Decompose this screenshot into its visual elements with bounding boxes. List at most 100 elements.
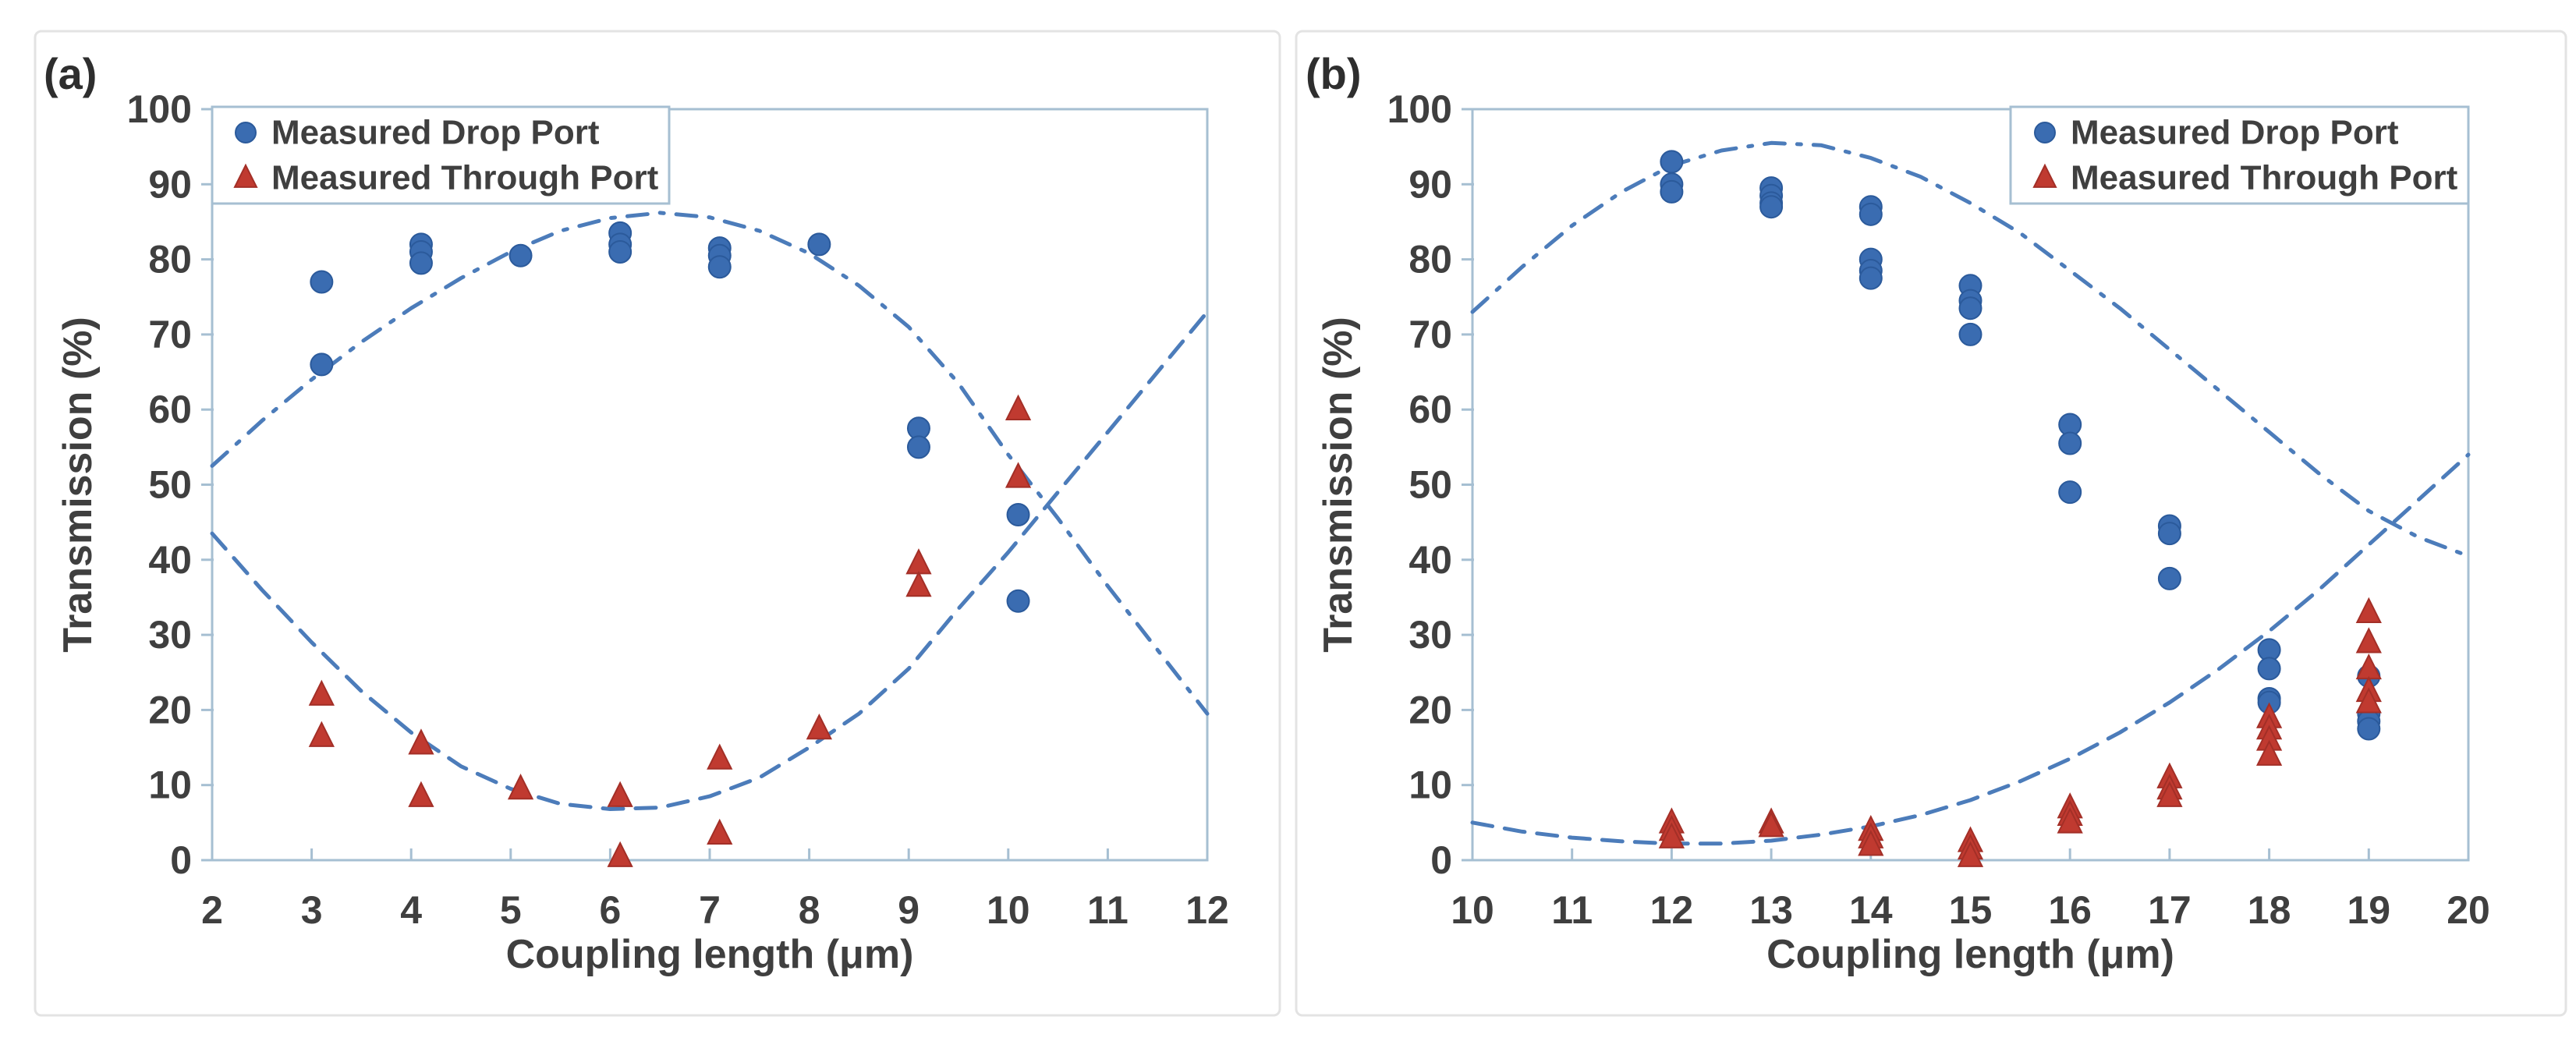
- y-tick-label: 50: [1408, 463, 1452, 507]
- y-tick-label: 10: [148, 763, 192, 807]
- legend-box: [211, 105, 671, 205]
- data-point-triangle: [2355, 597, 2382, 623]
- y-tick-label: 70: [1408, 313, 1452, 356]
- data-point-triangle: [308, 679, 335, 706]
- y-tick-label: 90: [148, 162, 192, 206]
- y-axis-title: Transmission (%): [1316, 317, 1361, 653]
- x-axis-title: Coupling length (μm): [1766, 932, 2174, 977]
- through-port-fit-curve: [210, 310, 1210, 811]
- data-point-circle: [2034, 122, 2056, 143]
- y-tick-label: 60: [148, 388, 192, 431]
- legend-label: Measured Drop Port: [271, 114, 600, 152]
- x-tick-label: 16: [2048, 888, 2092, 932]
- x-tick-label: 12: [1650, 888, 1694, 932]
- y-tick-label: 30: [1408, 613, 1452, 657]
- data-point-triangle: [507, 774, 534, 800]
- through-port-points: [1658, 597, 2382, 867]
- x-tick-label: 10: [987, 888, 1030, 932]
- x-tick-label: 11: [1551, 888, 1593, 932]
- data-point-triangle: [1858, 830, 1884, 856]
- x-tick-label: 6: [599, 888, 621, 932]
- axis-ticks: 10 11 12 13 14 15 16 17 18 19 20 0 10 20 30 40 50 60 70 80 9…: [1387, 87, 2490, 932]
- y-tick-label: 30: [148, 613, 192, 657]
- data-point-triangle: [308, 721, 335, 747]
- data-point-triangle: [1957, 841, 1984, 867]
- data-point-circle: [310, 352, 334, 377]
- data-point-circle: [608, 239, 632, 264]
- x-tick-label: 5: [500, 888, 522, 932]
- data-point-triangle: [1758, 811, 1784, 838]
- data-point-triangle: [2032, 163, 2057, 188]
- x-tick-label: 20: [2447, 888, 2490, 932]
- y-tick-label: 100: [127, 87, 192, 131]
- legend: Measured Drop Port Measured Through Port: [2009, 105, 2470, 205]
- x-tick-label: 14: [1849, 888, 1893, 932]
- data-point-circle: [508, 243, 533, 267]
- data-point-circle: [310, 270, 334, 294]
- legend-label: Measured Through Port: [2071, 159, 2458, 197]
- x-tick-label: 18: [2248, 888, 2291, 932]
- data-point-triangle: [1005, 394, 1032, 420]
- data-point-circle: [2257, 657, 2281, 681]
- through-port-fit-curve: [1470, 452, 2471, 846]
- data-point-circle: [1958, 296, 1982, 321]
- data-point-circle: [2157, 522, 2181, 546]
- y-tick-label: 40: [1408, 538, 1452, 582]
- x-tick-label: 12: [1185, 888, 1229, 932]
- y-tick-label: 10: [1408, 763, 1452, 807]
- x-tick-label: 7: [699, 888, 721, 932]
- data-point-circle: [1858, 202, 1883, 226]
- data-point-circle: [2157, 566, 2181, 590]
- drop-port-fit-curve: [1470, 140, 2471, 558]
- data-point-circle: [1858, 266, 1883, 290]
- data-point-circle: [409, 251, 433, 275]
- data-point-triangle: [408, 781, 434, 807]
- panel-card: [1295, 30, 2567, 1017]
- data-point-circle: [906, 435, 930, 459]
- y-tick-label: 80: [148, 238, 192, 282]
- axis-ticks: 2 3 4 5 6 7 8 9 10 11 12 0 10 20 30 40 50 60 70 80 90 100: [127, 87, 1229, 932]
- data-point-circle: [235, 122, 257, 143]
- panel-b: 10 11 12 13 14 15 16 17 18 19 20 0 10 20 30 40 50 60 70 80 9…: [1295, 30, 2567, 1017]
- data-point-circle: [707, 255, 732, 279]
- y-tick-label: 70: [148, 313, 192, 356]
- data-point-triangle: [707, 743, 733, 770]
- x-axis-title: Coupling length (μm): [506, 932, 914, 977]
- data-point-triangle: [905, 571, 932, 597]
- data-point-triangle: [1658, 822, 1685, 848]
- data-point-triangle: [2355, 687, 2382, 714]
- x-tick-label: 2: [201, 888, 223, 932]
- data-point-triangle: [2057, 807, 2083, 834]
- drop-port-fit-curve: [210, 211, 1210, 716]
- legend-label: Measured Drop Port: [2071, 114, 2399, 152]
- data-point-triangle: [2255, 739, 2283, 766]
- y-tick-label: 0: [1430, 838, 1452, 882]
- x-tick-label: 10: [1451, 888, 1494, 932]
- x-tick-label: 13: [1749, 888, 1793, 932]
- data-point-circle: [1759, 195, 1784, 219]
- legend-label: Measured Through Port: [271, 159, 659, 197]
- data-point-circle: [1660, 179, 1684, 204]
- data-point-circle: [2058, 431, 2082, 455]
- x-tick-label: 19: [2347, 888, 2390, 932]
- y-tick-label: 100: [1387, 87, 1452, 131]
- x-tick-label: 3: [301, 888, 323, 932]
- x-tick-label: 15: [1949, 888, 1993, 932]
- data-point-triangle: [1005, 462, 1032, 488]
- x-tick-label: 11: [1087, 888, 1129, 932]
- y-tick-label: 20: [148, 688, 192, 731]
- panel-label-b: (b): [1306, 49, 1362, 98]
- x-tick-label: 17: [2148, 888, 2192, 932]
- x-tick-label: 9: [898, 888, 919, 932]
- data-point-triangle: [408, 728, 434, 755]
- y-tick-label: 60: [1408, 388, 1452, 431]
- y-tick-label: 40: [148, 538, 192, 582]
- data-point-circle: [1660, 150, 1684, 174]
- panel-label-a: (a): [44, 49, 97, 98]
- y-tick-label: 20: [1408, 688, 1452, 731]
- data-point-circle: [1006, 589, 1030, 613]
- data-point-triangle: [607, 841, 633, 867]
- y-tick-label: 90: [1408, 162, 1452, 206]
- y-tick-label: 0: [170, 838, 192, 882]
